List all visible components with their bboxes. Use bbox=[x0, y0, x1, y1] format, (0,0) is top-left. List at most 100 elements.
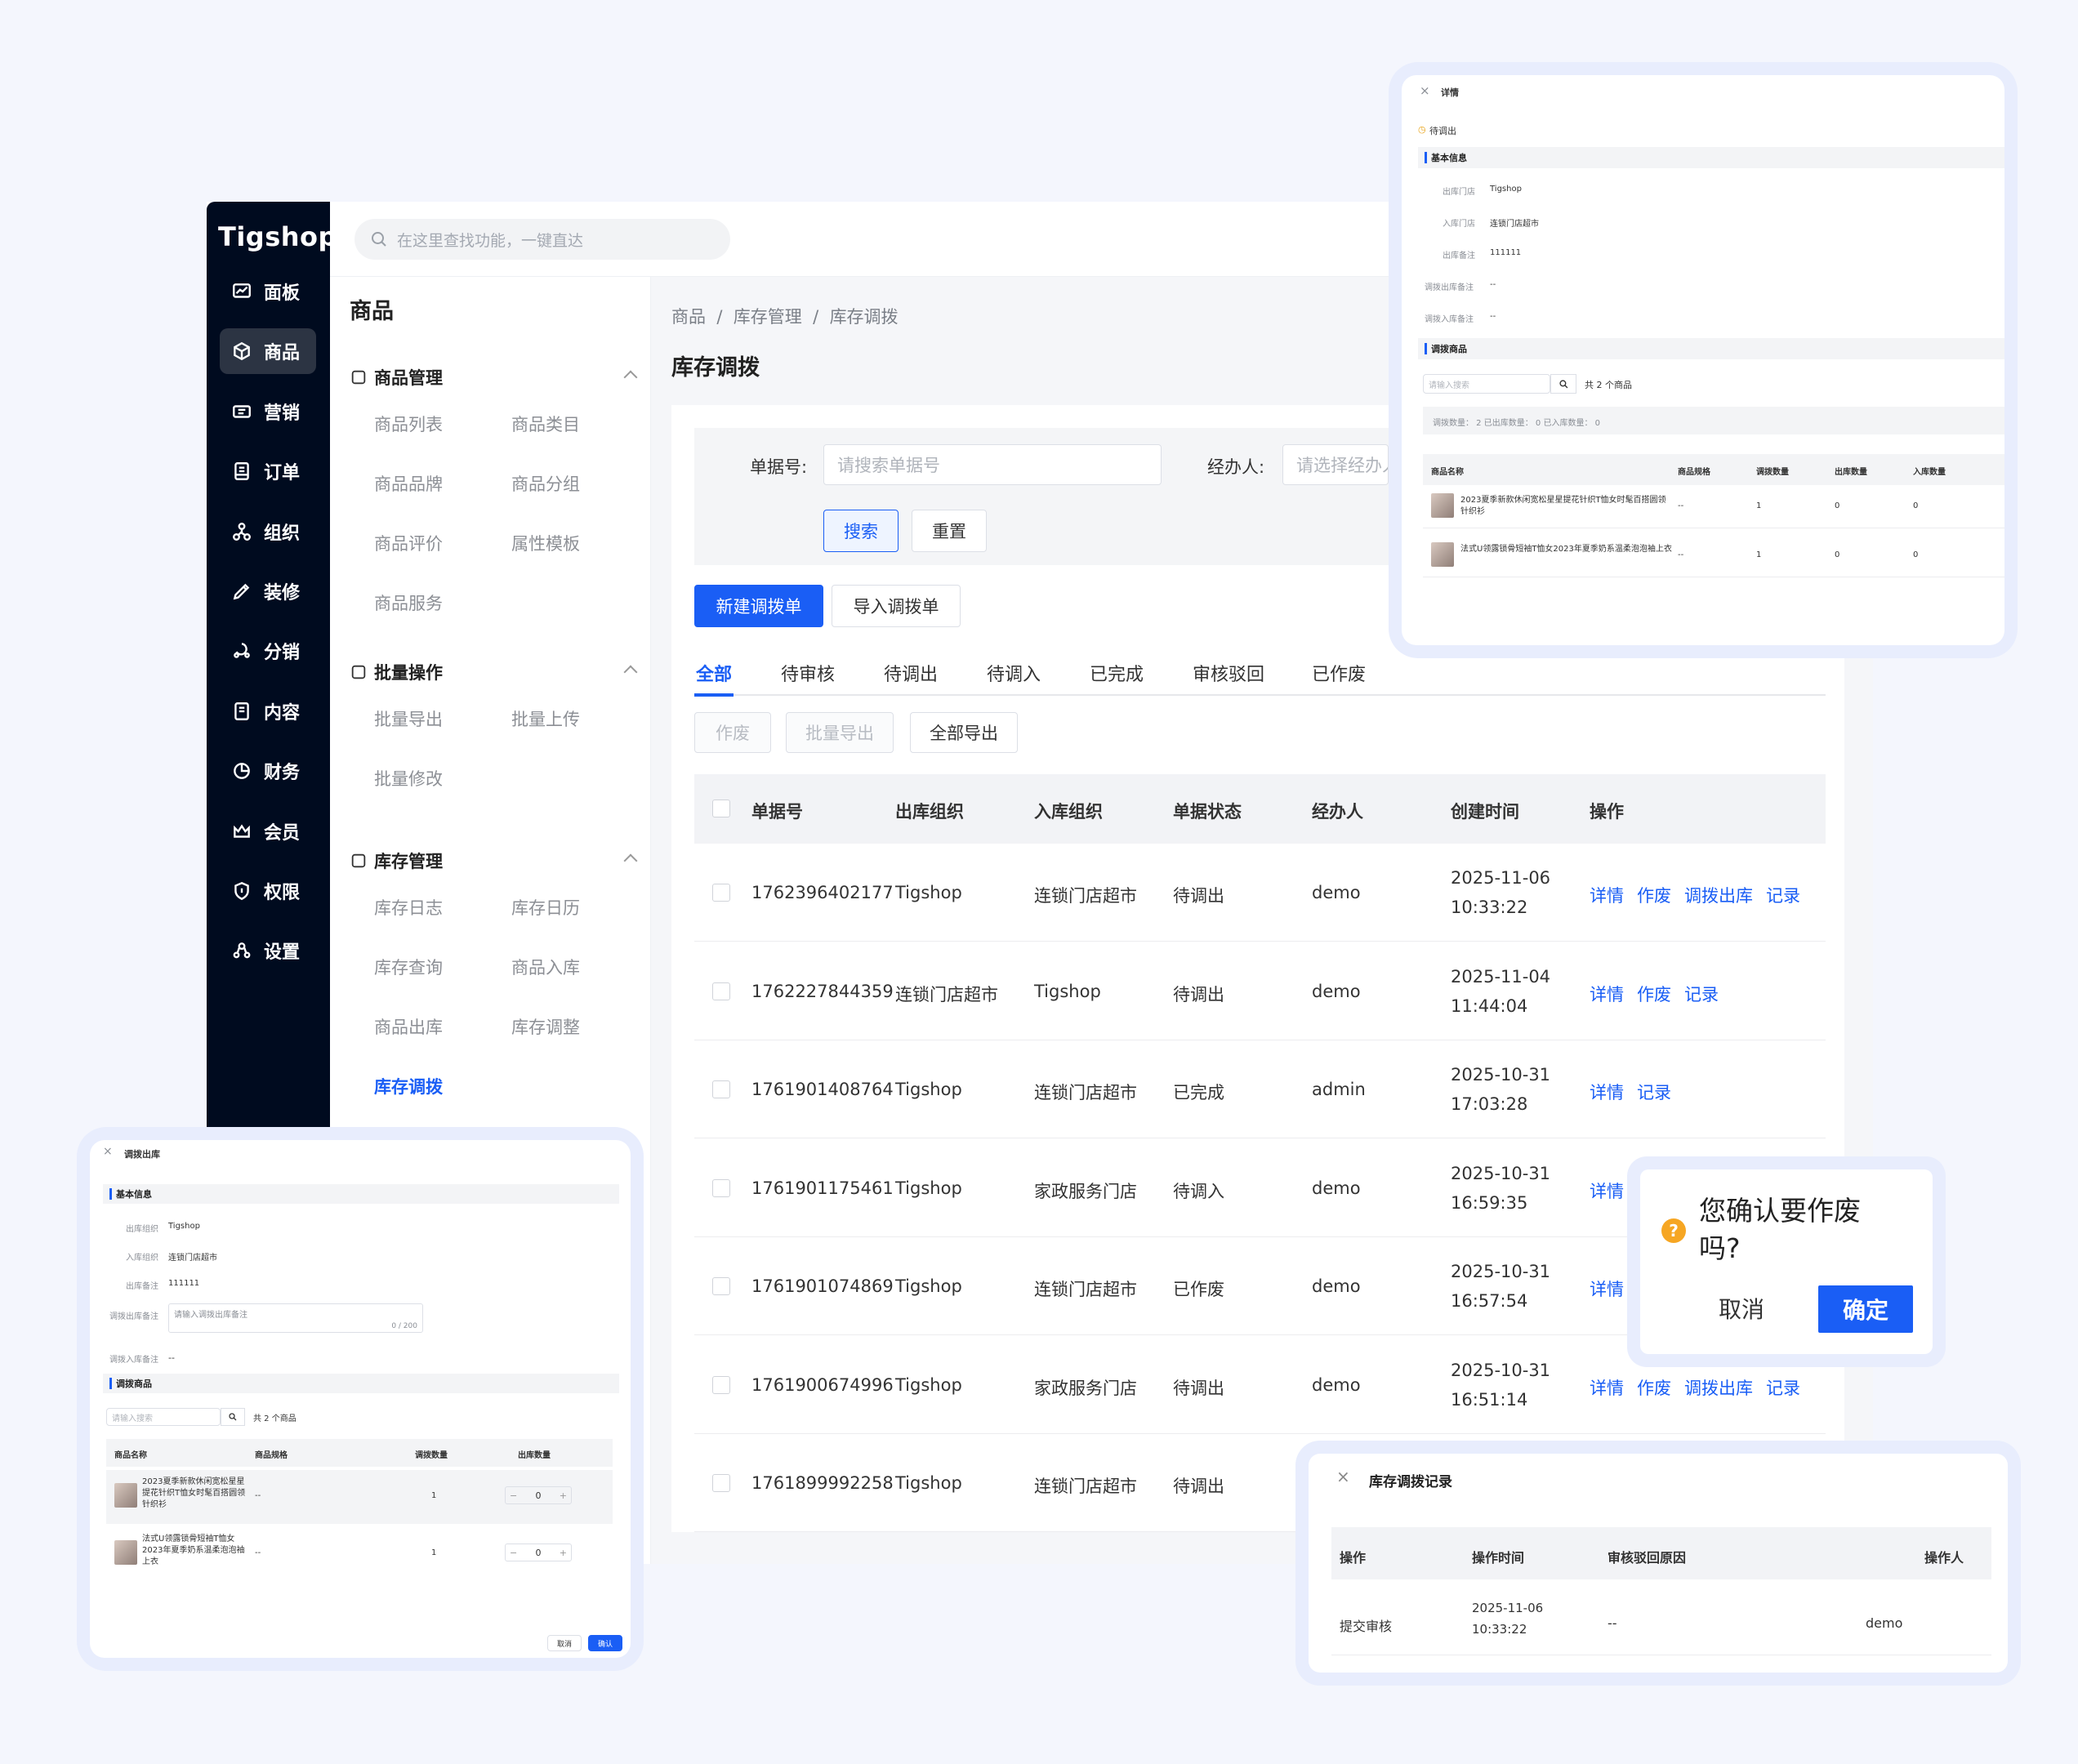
outbound-confirm-button[interactable]: 确认 bbox=[588, 1635, 622, 1651]
tab-item[interactable]: 已完成 bbox=[1090, 665, 1144, 685]
rail-item[interactable]: 会员 bbox=[220, 808, 316, 854]
action-link[interactable]: 记录 bbox=[1684, 984, 1719, 1004]
sub-item[interactable]: 商品分组 bbox=[511, 474, 580, 494]
sub-item[interactable]: 商品类目 bbox=[511, 415, 580, 434]
goods-search-button[interactable] bbox=[221, 1408, 245, 1426]
sub-item[interactable]: 商品服务 bbox=[374, 594, 443, 613]
rail-item[interactable]: 订单 bbox=[220, 448, 316, 494]
sub-item[interactable]: 属性模板 bbox=[511, 534, 580, 554]
tab-item[interactable]: 待调入 bbox=[987, 665, 1041, 685]
rail-item[interactable]: 设置 bbox=[220, 928, 316, 973]
sub-item[interactable]: 库存查询 bbox=[374, 958, 443, 978]
action-link[interactable]: 记录 bbox=[1766, 886, 1800, 906]
search-button[interactable]: 搜索 bbox=[823, 510, 899, 552]
action-link[interactable]: 作废 bbox=[1637, 984, 1671, 1004]
tab-item[interactable]: 审核驳回 bbox=[1193, 665, 1265, 685]
export-all-button[interactable]: 全部导出 bbox=[910, 712, 1018, 753]
action-link[interactable]: 调拨出库 bbox=[1684, 886, 1753, 906]
action-link[interactable]: 作废 bbox=[1637, 886, 1671, 906]
rail-item[interactable]: 分销 bbox=[220, 628, 316, 674]
close-icon[interactable]: × bbox=[1420, 83, 1430, 98]
close-icon[interactable]: × bbox=[103, 1145, 113, 1158]
rail-item[interactable]: 营销 bbox=[220, 389, 316, 434]
row-checkbox[interactable] bbox=[712, 1375, 730, 1394]
handler-select[interactable]: 请选择经办人 bbox=[1282, 444, 1389, 485]
rail-item[interactable]: 商品 bbox=[220, 328, 316, 375]
sub-item[interactable]: 商品出库 bbox=[374, 1018, 443, 1037]
decrement-button[interactable]: − bbox=[510, 1547, 518, 1558]
sub-item[interactable]: 商品入库 bbox=[511, 958, 580, 978]
sub-item[interactable]: 库存调拨 bbox=[374, 1077, 443, 1097]
global-search-input[interactable]: 在这里查找功能，一键直达 bbox=[355, 219, 730, 260]
sub-item[interactable]: 批量上传 bbox=[511, 710, 580, 729]
action-link[interactable]: 详情 bbox=[1590, 886, 1624, 906]
tab-item[interactable]: 全部 bbox=[696, 665, 733, 685]
cell-handler: demo bbox=[1312, 1276, 1361, 1296]
breadcrumb-item[interactable]: 库存管理 bbox=[733, 307, 802, 327]
action-link[interactable]: 详情 bbox=[1590, 1083, 1624, 1102]
void-button[interactable]: 作废 bbox=[694, 712, 771, 753]
goods-search-input[interactable]: 请输入搜索 bbox=[106, 1408, 221, 1426]
action-link[interactable]: 作废 bbox=[1637, 1378, 1671, 1398]
row-checkbox[interactable] bbox=[712, 1080, 730, 1098]
action-link[interactable]: 记录 bbox=[1766, 1378, 1800, 1398]
goods-search-input[interactable]: 请输入搜索 bbox=[1423, 374, 1550, 394]
increment-button[interactable]: + bbox=[559, 1547, 567, 1558]
chevron-up-icon[interactable] bbox=[623, 370, 638, 385]
row-checkbox[interactable] bbox=[712, 1178, 730, 1197]
chevron-up-icon[interactable] bbox=[623, 665, 638, 679]
cell-from-org: Tigshop bbox=[895, 1080, 962, 1099]
goods-search-button[interactable] bbox=[1550, 374, 1576, 394]
action-link[interactable]: 调拨出库 bbox=[1684, 1378, 1753, 1398]
chevron-up-icon[interactable] bbox=[623, 853, 638, 868]
rail-item[interactable]: 装修 bbox=[220, 568, 316, 614]
confirm-ok-button[interactable]: 确定 bbox=[1818, 1285, 1913, 1333]
decrement-button[interactable]: − bbox=[510, 1490, 518, 1501]
goods-col-header: 调拨数量 bbox=[1756, 468, 1789, 477]
record-col-header: 操作 bbox=[1340, 1550, 1367, 1566]
confirm-cancel-button[interactable]: 取消 bbox=[1719, 1296, 1765, 1323]
sub-item[interactable]: 批量修改 bbox=[374, 769, 443, 789]
action-link[interactable]: 详情 bbox=[1590, 1181, 1624, 1201]
outbound-cancel-button[interactable]: 取消 bbox=[547, 1635, 582, 1651]
action-link[interactable]: 详情 bbox=[1590, 984, 1624, 1004]
row-checkbox[interactable] bbox=[712, 982, 730, 1000]
sub-group-header[interactable]: 批量操作 bbox=[350, 660, 638, 684]
import-transfer-button[interactable]: 导入调拨单 bbox=[832, 585, 961, 627]
create-transfer-button[interactable]: 新建调拨单 bbox=[694, 585, 823, 627]
close-icon[interactable]: × bbox=[1336, 1467, 1350, 1486]
order-no-input[interactable]: 请搜索单据号 bbox=[823, 444, 1162, 485]
rail-item[interactable]: 内容 bbox=[220, 688, 316, 734]
tab-item[interactable]: 待调出 bbox=[884, 665, 939, 685]
rail-item[interactable]: 权限 bbox=[220, 868, 316, 914]
rail-item[interactable]: 面板 bbox=[220, 269, 316, 314]
reset-button[interactable]: 重置 bbox=[912, 510, 987, 552]
sub-group-header[interactable]: 商品管理 bbox=[350, 365, 638, 390]
row-checkbox[interactable] bbox=[712, 884, 730, 902]
select-all-checkbox[interactable] bbox=[712, 800, 730, 817]
row-checkbox[interactable] bbox=[712, 1277, 730, 1295]
increment-button[interactable]: + bbox=[559, 1490, 567, 1501]
action-link[interactable]: 详情 bbox=[1590, 1280, 1624, 1299]
outbound-remark-input[interactable]: 请输入调拨出库备注 0 / 200 bbox=[168, 1303, 423, 1333]
row-checkbox[interactable] bbox=[712, 1474, 730, 1492]
sub-item[interactable]: 库存调整 bbox=[511, 1018, 580, 1037]
sub-item[interactable]: 库存日志 bbox=[374, 898, 443, 918]
batch-export-button[interactable]: 批量导出 bbox=[786, 712, 894, 753]
sub-group-header[interactable]: 库存管理 bbox=[350, 849, 638, 873]
sub-item[interactable]: 批量导出 bbox=[374, 710, 443, 729]
sub-item[interactable]: 商品品牌 bbox=[374, 474, 443, 494]
action-link[interactable]: 详情 bbox=[1590, 1378, 1624, 1398]
rail-item[interactable]: 财务 bbox=[220, 748, 316, 794]
tab-item[interactable]: 已作废 bbox=[1312, 665, 1367, 685]
sub-item[interactable]: 库存日历 bbox=[511, 898, 580, 918]
cell-handler: demo bbox=[1312, 1374, 1361, 1395]
sub-item[interactable]: 商品列表 bbox=[374, 415, 443, 434]
action-link[interactable]: 记录 bbox=[1637, 1083, 1671, 1102]
quantity-stepper[interactable]: − 0 + bbox=[505, 1486, 572, 1504]
breadcrumb-item[interactable]: 商品 bbox=[671, 307, 706, 327]
sub-item[interactable]: 商品评价 bbox=[374, 534, 443, 554]
rail-item[interactable]: 组织 bbox=[220, 509, 316, 555]
quantity-stepper[interactable]: − 0 + bbox=[505, 1544, 572, 1561]
tab-item[interactable]: 待审核 bbox=[781, 665, 836, 685]
